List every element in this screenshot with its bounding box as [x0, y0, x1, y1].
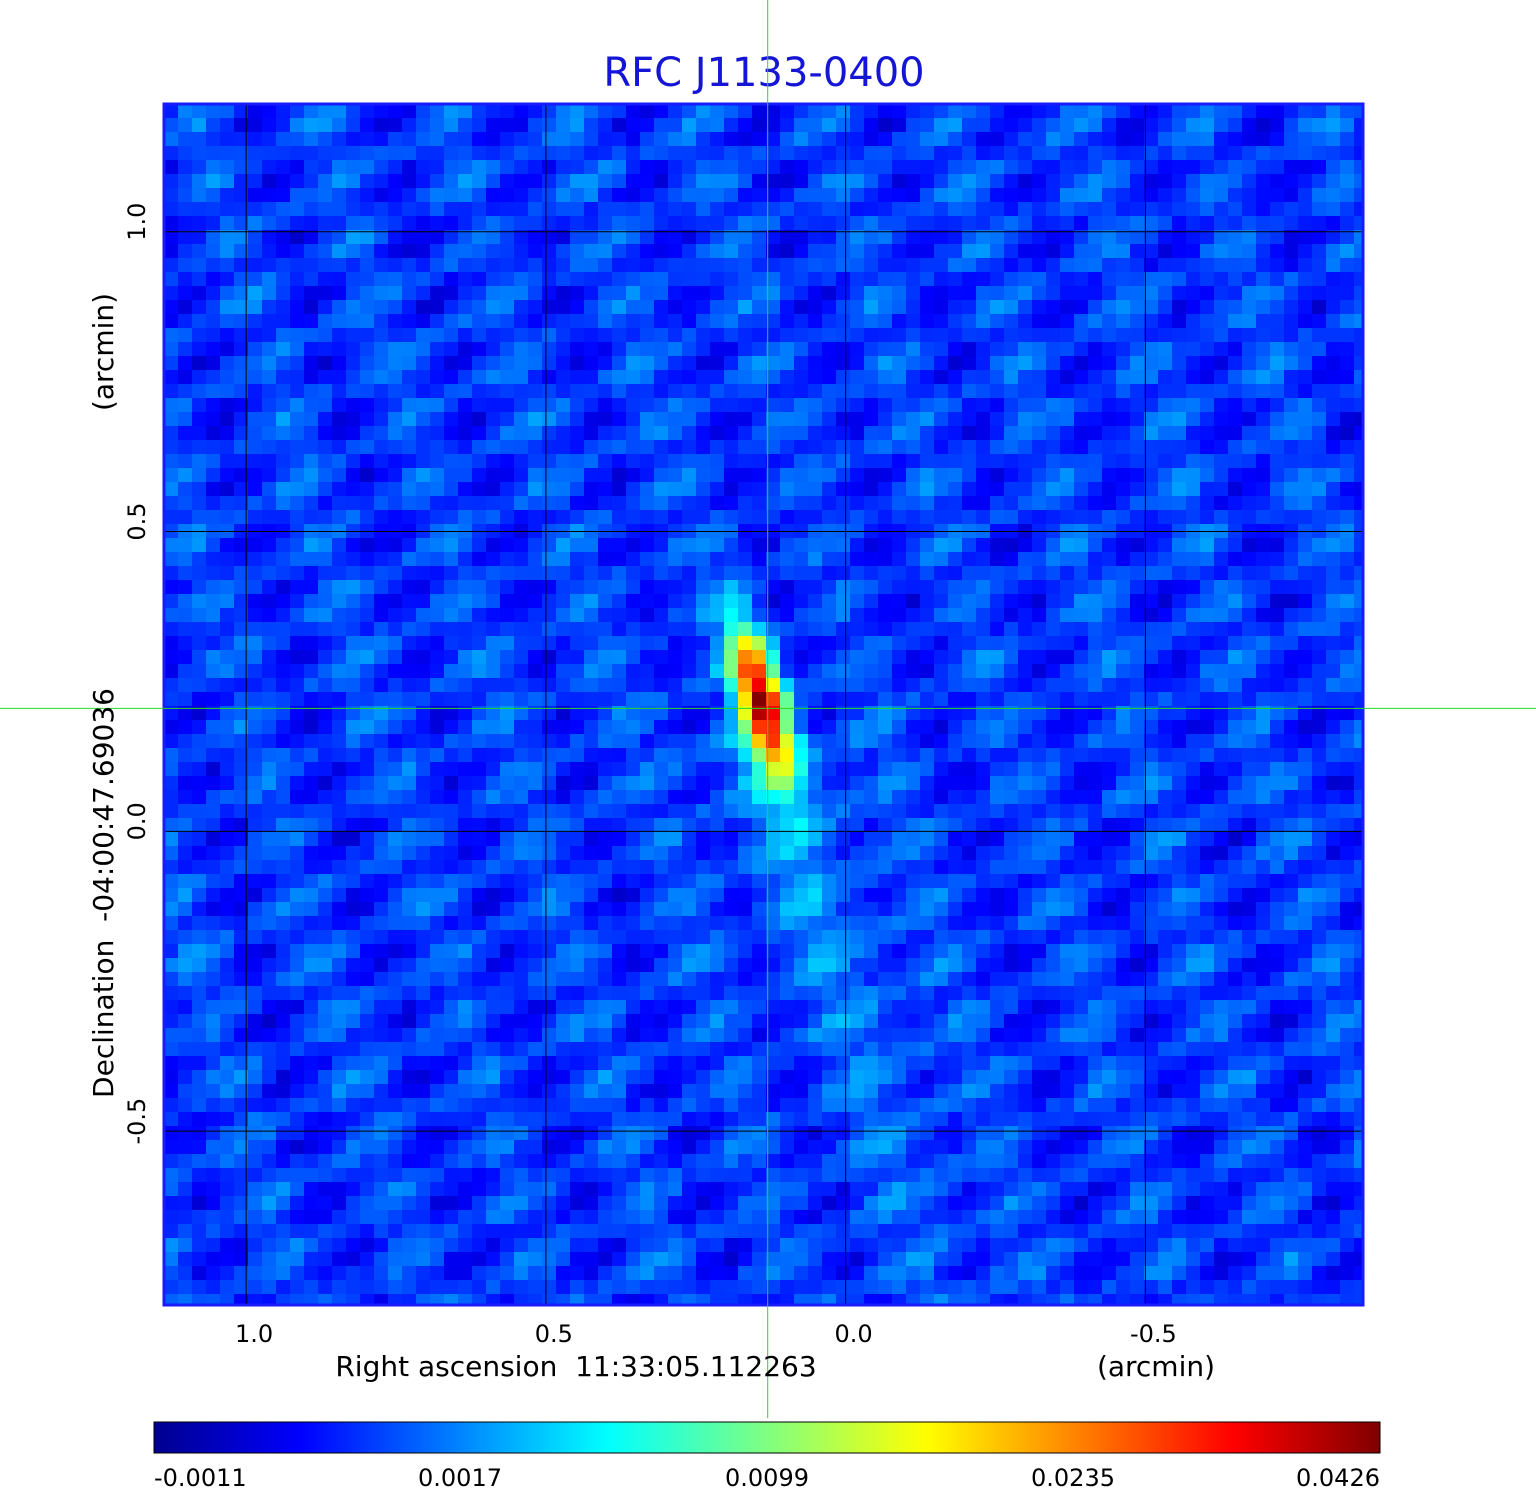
colorbar-tick-label: 0.0235: [1031, 1464, 1115, 1492]
colorbar-tick-label: -0.0011: [154, 1464, 247, 1492]
heatmap: [164, 104, 1363, 1305]
x-axis-unit: (arcmin): [1097, 1350, 1215, 1383]
x-tick-label: 0.5: [535, 1320, 573, 1348]
colorbar-tick-labels: -0.0011 0.0017 0.0099 0.0235 0.0426: [154, 1464, 1380, 1492]
y-tick-labels: 1.0 0.5 0.0 -0.5: [123, 203, 151, 1145]
x-tick-label: 0.0: [835, 1320, 873, 1348]
colorbar: [153, 1421, 1381, 1454]
chart-title: RFC J1133-0400: [603, 50, 924, 96]
x-tick-label: -0.5: [1130, 1320, 1177, 1348]
x-axis-label: Right ascension 11:33:05.112263: [335, 1350, 816, 1383]
crosshair: [0, 0, 1536, 1418]
plot-frame: [162, 102, 1365, 1307]
y-tick-label: 0.5: [123, 502, 151, 540]
colorbar-tick-label: 0.0017: [418, 1464, 502, 1492]
colorbar-tick-label: 0.0099: [725, 1464, 809, 1492]
y-tick-label: 1.0: [123, 203, 151, 241]
grid-lines: [164, 104, 1363, 1305]
y-axis-label: Declination -04:00:47.69036: [87, 688, 120, 1098]
x-tick-label: 1.0: [235, 1320, 273, 1348]
colorbar-tick-label: 0.0426: [1296, 1464, 1380, 1492]
y-axis-unit: (arcmin): [87, 293, 120, 411]
y-tick-label: -0.5: [123, 1098, 151, 1145]
y-tick-label: 0.0: [123, 802, 151, 840]
x-tick-labels: 1.0 0.5 0.0 -0.5: [235, 1320, 1177, 1348]
